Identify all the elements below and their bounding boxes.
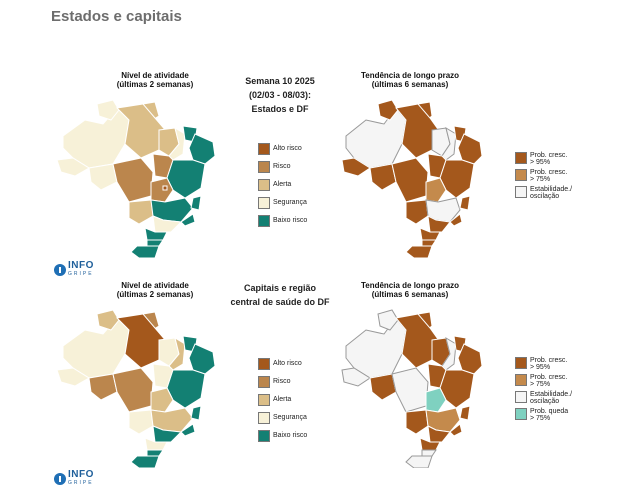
legend-item-seguranca: Segurança [258, 197, 307, 209]
activity-map-title: Nível de atividade (últimas 2 semanas) [116, 71, 194, 89]
location-pin-icon [54, 473, 66, 485]
legend-item-baixo-risco: Baixo risco [258, 215, 307, 227]
region-pr [144, 227, 168, 241]
region-ac [56, 367, 90, 387]
legend-item-baixo-risco: Baixo risco [258, 430, 307, 442]
region-ba [166, 159, 206, 199]
week-title: Semana 10 2025 (02/03 - 08/03): Estados … [245, 76, 315, 114]
activity-legend: Alto risco Risco Alerta Segurança Baixo … [258, 143, 307, 233]
region-ac [56, 157, 90, 177]
region-go [150, 387, 174, 413]
infogripe-logo: INFO GRIPE [54, 261, 94, 278]
region-go [425, 387, 447, 413]
activity-map-title: Nível de atividade (últimas 2 semanas) [116, 281, 194, 299]
region-mt [112, 157, 154, 203]
legend-item-alerta: Alerta [258, 394, 307, 406]
region-es [190, 405, 202, 421]
region-df [162, 185, 168, 191]
region-ba [439, 159, 475, 199]
region-rr [96, 99, 120, 121]
region-ba [166, 369, 206, 409]
region-rr [377, 309, 399, 331]
region-ms [405, 199, 429, 225]
trend-map-title: Tendência de longo prazo (últimas 6 sema… [360, 281, 460, 299]
region-rj [180, 423, 196, 437]
legend-item-prob-queda-75: Prob. queda > 75% [515, 408, 578, 422]
trend-legend: Prob. cresc. > 95% Prob. cresc. > 75% Esta… [515, 357, 578, 425]
region-es [459, 195, 471, 211]
region-rr [377, 99, 399, 121]
trend-map-states [341, 99, 483, 258]
region-sp [152, 425, 183, 443]
trend-legend: Prob. cresc. > 95% Prob. cresc. > 75% Esta… [515, 152, 578, 203]
legend-item-prob-cresc-75: Prob. cresc. > 75% [515, 169, 578, 183]
legend-item-seguranca: Segurança [258, 412, 307, 424]
panel-states: Nível de atividade (últimas 2 semanas) S… [0, 30, 643, 277]
region-ms [128, 199, 154, 225]
activity-legend: Alto risco Risco Alerta Segurança Baixo … [258, 358, 307, 448]
region-mt [112, 367, 154, 413]
region-rj [449, 423, 463, 437]
region-ms [128, 409, 154, 435]
legend-item-alerta: Alerta [258, 179, 307, 191]
infogripe-logo: INFO GRIPE [54, 470, 94, 487]
legend-item-prob-cresc-95: Prob. cresc. > 95% [515, 152, 578, 166]
region-mt [391, 157, 429, 203]
region-ro [88, 163, 118, 191]
legend-item-prob-cresc-75: Prob. cresc. > 75% [515, 374, 578, 388]
region-pr [419, 437, 441, 451]
panel-capitals: Nível de atividade (últimas 2 semanas) C… [0, 245, 643, 487]
region-ro [369, 163, 397, 191]
region-go [425, 177, 447, 203]
region-ro [88, 373, 118, 401]
region-sp [152, 215, 183, 233]
trend-map-capitals [341, 309, 483, 468]
region-pr [419, 227, 441, 241]
legend-item-risco: Risco [258, 376, 307, 388]
legend-item-estabilidade: Estabilidade./oscilação [515, 186, 578, 200]
region-rs [405, 455, 433, 468]
region-ba [439, 369, 475, 409]
region-mt [391, 367, 429, 413]
region-rj [449, 213, 463, 227]
region-ms [405, 409, 429, 435]
region-go [150, 177, 174, 203]
region-sc [421, 449, 437, 457]
region-rj [180, 213, 196, 227]
region-sc [146, 449, 164, 457]
region-rs [130, 245, 160, 258]
activity-map-states [56, 99, 216, 258]
location-pin-icon [54, 264, 66, 276]
page-title: Estados e capitais [51, 8, 182, 25]
legend-item-alto-risco: Alto risco [258, 143, 307, 155]
region-rs [405, 245, 433, 258]
region-ro [369, 373, 397, 401]
region-es [459, 405, 471, 421]
region-sp [427, 425, 451, 443]
region-ac [341, 157, 371, 177]
region-sp [427, 215, 451, 233]
legend-item-alto-risco: Alto risco [258, 358, 307, 370]
legend-item-risco: Risco [258, 161, 307, 173]
legend-item-prob-cresc-95: Prob. cresc. > 95% [515, 357, 578, 371]
capitals-title: Capitais e região central de saúde do DF [230, 283, 330, 307]
trend-map-title: Tendência de longo prazo (últimas 6 sema… [360, 71, 460, 89]
region-pr [144, 437, 168, 451]
region-rr [96, 309, 120, 331]
region-es [190, 195, 202, 211]
region-ac [341, 367, 371, 387]
legend-item-estabilidade: Estabilidade./oscilação [515, 391, 578, 405]
activity-map-capitals [56, 309, 216, 468]
region-rs [130, 455, 160, 468]
